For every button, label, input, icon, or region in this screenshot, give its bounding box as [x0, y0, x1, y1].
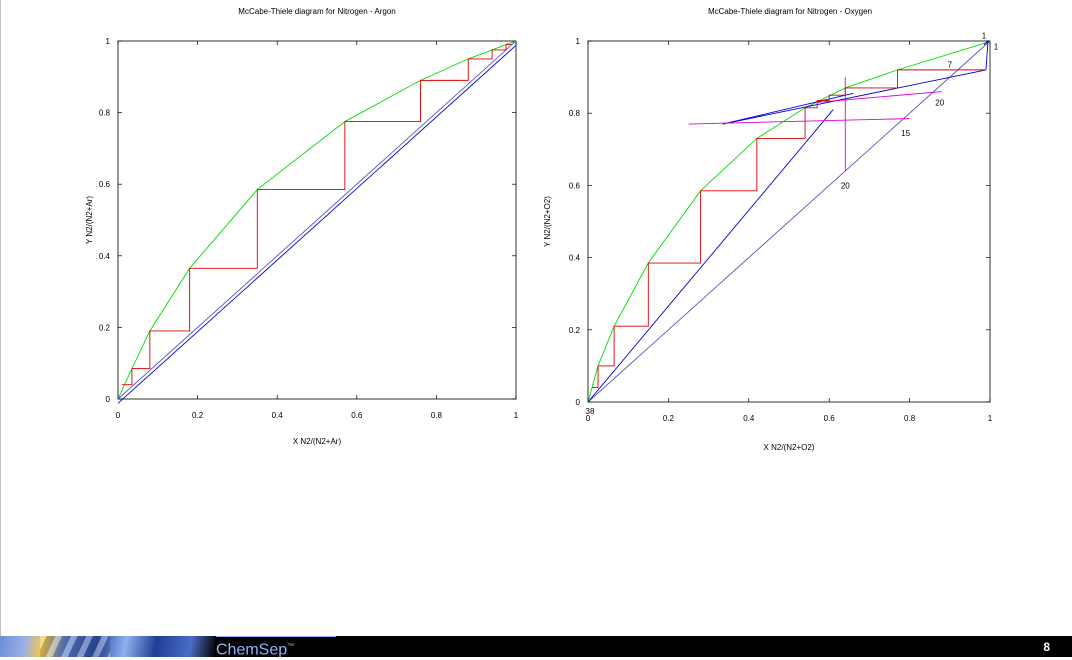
- series-operating: [117, 44, 517, 404]
- y-tick-label: 0.4: [569, 254, 581, 263]
- y-axis-label: Y N2/(N2+Ar): [85, 196, 94, 244]
- left-border: [0, 0, 1, 636]
- y-tick-label: 0.8: [99, 109, 111, 118]
- chart-title: McCabe-Thiele diagram for Nitrogen - Arg…: [238, 7, 395, 16]
- x-tick-label: 0.4: [272, 411, 284, 420]
- y-tick-label: 1: [106, 37, 111, 46]
- series-feed: [688, 118, 910, 125]
- x-tick-label: 1: [514, 411, 519, 420]
- series-operating: [587, 109, 834, 403]
- annotation-label: 38: [586, 407, 595, 416]
- series-stages: [592, 69, 986, 389]
- y-tick-label: 0.8: [569, 109, 581, 118]
- footer-molecule-image: [0, 636, 215, 657]
- x-tick-label: 0: [586, 414, 591, 423]
- y-tick-label: 0.6: [569, 181, 581, 190]
- series-operating: [722, 69, 987, 125]
- plot-frame: [587, 40, 991, 403]
- annotation-label: 1: [982, 32, 987, 41]
- y-tick-label: 1: [576, 37, 581, 46]
- x-tick-label: 0.6: [351, 411, 363, 420]
- plot-frame: [117, 40, 517, 400]
- series-diagonal: [117, 40, 517, 400]
- annotation-label: 20: [841, 181, 850, 190]
- footer-bar: ChemSep™ 8: [0, 636, 1072, 659]
- y-axis-label: Y N2/(N2+O2): [543, 196, 552, 247]
- brand-underline: [216, 636, 336, 637]
- series-feed: [817, 91, 942, 103]
- y-tick-label: 0.4: [99, 252, 111, 261]
- annotation-label: 7: [948, 60, 953, 69]
- annotation-label: 15: [901, 129, 910, 138]
- series-operating: [983, 39, 989, 70]
- y-tick-label: 0.2: [99, 323, 111, 332]
- y-tick-label: 0.6: [99, 180, 111, 189]
- x-tick-label: 0.4: [743, 414, 755, 423]
- series-bottom_line: [587, 40, 991, 403]
- x-axis-label: X N2/(N2+O2): [764, 443, 815, 452]
- x-tick-label: 0: [116, 411, 121, 420]
- x-tick-label: 0.2: [192, 411, 204, 420]
- brand-name: ChemSep: [216, 641, 288, 659]
- annotation-label: 1: [994, 42, 999, 51]
- page-number: 8: [1043, 640, 1050, 654]
- brand-logo: ChemSep™: [216, 636, 295, 659]
- series-stages: [121, 44, 513, 386]
- x-tick-label: 0.8: [904, 414, 916, 423]
- x-tick-label: 1: [988, 414, 993, 423]
- x-tick-label: 0.2: [663, 414, 675, 423]
- y-tick-label: 0: [106, 395, 111, 404]
- y-tick-label: 0: [576, 398, 581, 407]
- x-tick-label: 0.6: [824, 414, 836, 423]
- series-operating: [722, 92, 854, 125]
- annotation-label: 20: [935, 98, 944, 107]
- chart-nitrogen-oxygen: McCabe-Thiele diagram for Nitrogen - Oxy…: [543, 7, 999, 452]
- y-tick-label: 0.2: [569, 326, 581, 335]
- x-axis-label: X N2/(N2+Ar): [293, 437, 342, 446]
- chart-nitrogen-argon: McCabe-Thiele diagram for Nitrogen - Arg…: [85, 7, 519, 446]
- brand-trademark: ™: [287, 643, 295, 650]
- chart-title: McCabe-Thiele diagram for Nitrogen - Oxy…: [708, 7, 872, 16]
- x-tick-label: 0.8: [431, 411, 443, 420]
